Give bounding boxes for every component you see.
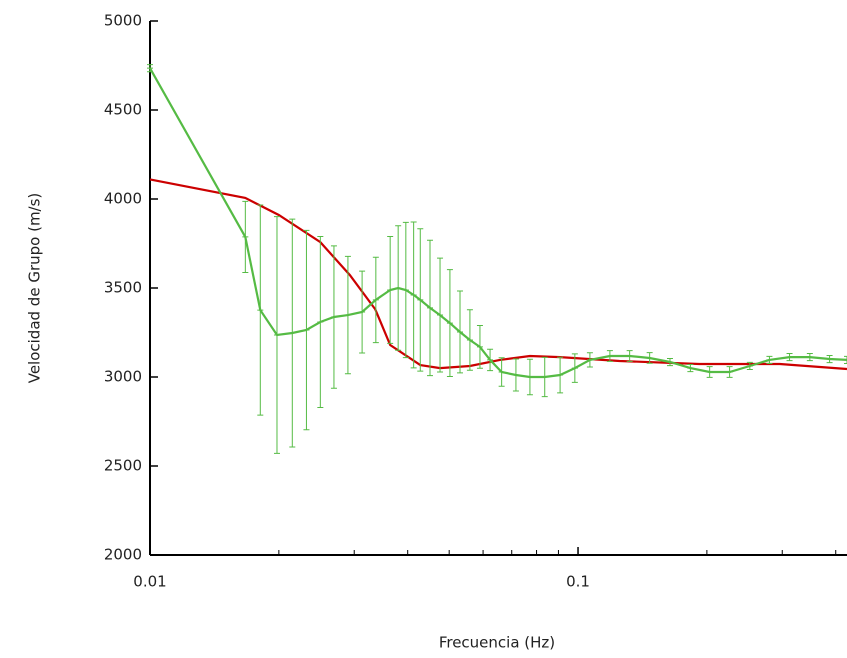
y-tick-label: 5000 bbox=[104, 12, 142, 30]
y-tick-label: 2500 bbox=[104, 457, 142, 475]
error-bar bbox=[147, 64, 153, 73]
y-tick-label: 3000 bbox=[104, 368, 142, 386]
y-tick-label: 4000 bbox=[104, 190, 142, 208]
series-line bbox=[149, 67, 847, 379]
x-tick-label: 0.01 bbox=[133, 573, 166, 591]
x-tick-label: 0.1 bbox=[566, 573, 590, 591]
series-line bbox=[149, 178, 847, 371]
y-tick-label: 2000 bbox=[104, 546, 142, 564]
y-axis-label: Velocidad de Grupo (m/s) bbox=[26, 193, 44, 384]
y-tick-label: 3500 bbox=[104, 279, 142, 297]
y-tick-label: 4500 bbox=[104, 101, 142, 119]
x-axis-label: Frecuencia (Hz) bbox=[439, 634, 555, 652]
